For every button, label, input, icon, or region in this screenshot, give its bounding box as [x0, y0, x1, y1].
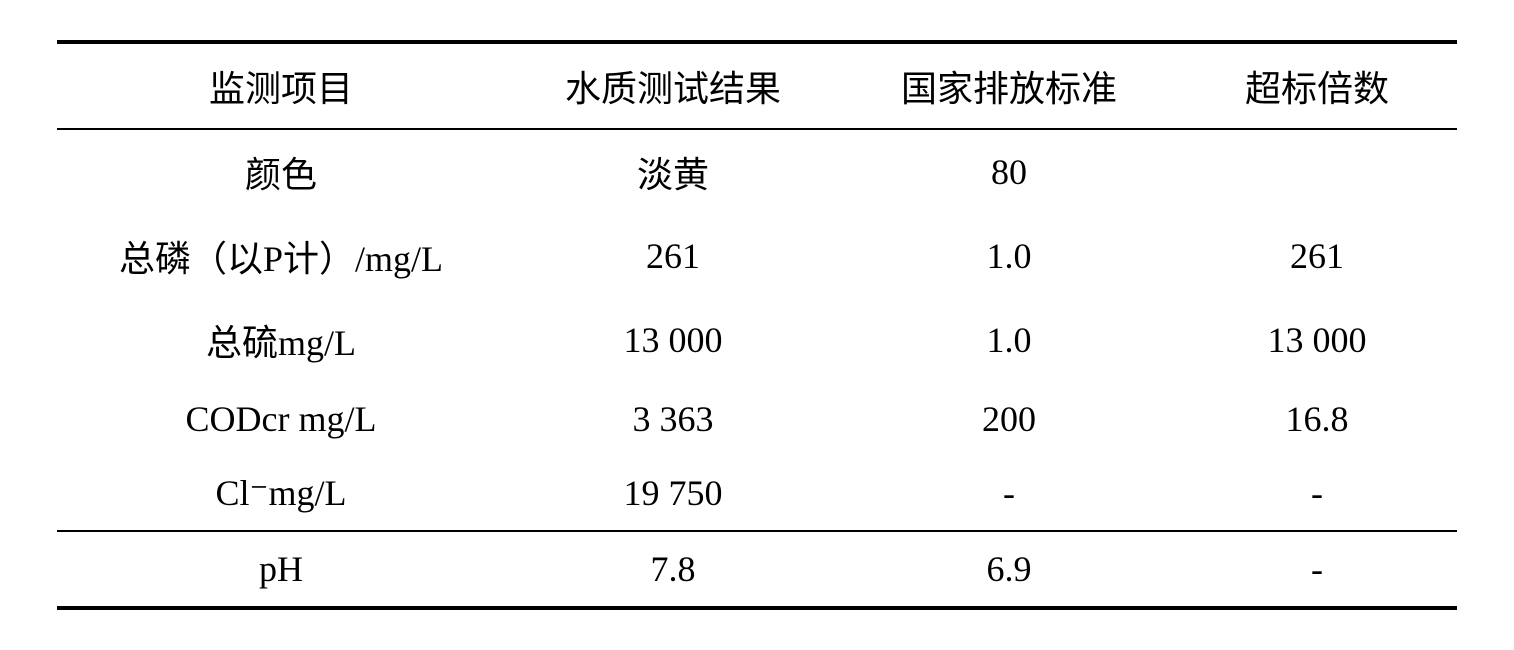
data-table-wrapper: 监测项目 水质测试结果 国家排放标准 超标倍数 颜色淡黄80总磷（以P计）/mg… — [57, 40, 1457, 610]
table-cell: pH — [57, 531, 505, 608]
col-header-2: 国家排放标准 — [841, 42, 1177, 129]
data-table: 监测项目 水质测试结果 国家排放标准 超标倍数 颜色淡黄80总磷（以P计）/mg… — [57, 40, 1457, 610]
table-cell: 总硫mg/L — [57, 298, 505, 382]
table-cell: 200 — [841, 382, 1177, 456]
table-cell: 13 000 — [1177, 298, 1457, 382]
col-header-1: 水质测试结果 — [505, 42, 841, 129]
table-cell: 261 — [1177, 214, 1457, 298]
table-cell: 80 — [841, 129, 1177, 214]
table-cell: 1.0 — [841, 298, 1177, 382]
table-cell: 13 000 — [505, 298, 841, 382]
table-cell: 淡黄 — [505, 129, 841, 214]
table-cell: 7.8 — [505, 531, 841, 608]
table-cell — [1177, 129, 1457, 214]
table-cell: 颜色 — [57, 129, 505, 214]
table-cell: 6.9 — [841, 531, 1177, 608]
table-row: pH7.86.9- — [57, 531, 1457, 608]
table-cell: 总磷（以P计）/mg/L — [57, 214, 505, 298]
table-header-row: 监测项目 水质测试结果 国家排放标准 超标倍数 — [57, 42, 1457, 129]
table-row: Cl⁻mg/L19 750-- — [57, 456, 1457, 531]
table-cell: 16.8 — [1177, 382, 1457, 456]
table-body: 颜色淡黄80总磷（以P计）/mg/L2611.0261总硫mg/L13 0001… — [57, 129, 1457, 608]
table-row: 总磷（以P计）/mg/L2611.0261 — [57, 214, 1457, 298]
table-cell: CODcr mg/L — [57, 382, 505, 456]
table-cell: Cl⁻mg/L — [57, 456, 505, 531]
table-cell: 3 363 — [505, 382, 841, 456]
table-row: 颜色淡黄80 — [57, 129, 1457, 214]
table-cell: - — [1177, 531, 1457, 608]
table-cell: - — [1177, 456, 1457, 531]
col-header-3: 超标倍数 — [1177, 42, 1457, 129]
table-cell: 1.0 — [841, 214, 1177, 298]
col-header-0: 监测项目 — [57, 42, 505, 129]
table-cell: - — [841, 456, 1177, 531]
table-row: 总硫mg/L13 0001.013 000 — [57, 298, 1457, 382]
table-cell: 19 750 — [505, 456, 841, 531]
table-row: CODcr mg/L3 36320016.8 — [57, 382, 1457, 456]
table-cell: 261 — [505, 214, 841, 298]
table-header: 监测项目 水质测试结果 国家排放标准 超标倍数 — [57, 42, 1457, 129]
